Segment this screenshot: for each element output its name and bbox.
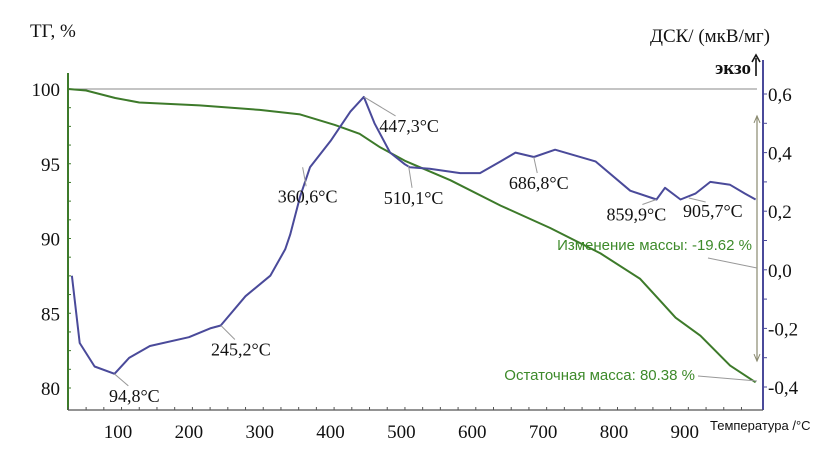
tg-curve bbox=[68, 88, 757, 384]
peak-annotation: 94,8°C bbox=[109, 386, 160, 406]
y-right-tick-label: -0,2 bbox=[768, 319, 798, 340]
y-right-tick-label: 0,6 bbox=[768, 85, 792, 106]
annotation-leader bbox=[302, 167, 307, 187]
y-right-tick-label: 0,0 bbox=[768, 261, 792, 282]
x-tick-label: 600 bbox=[458, 422, 487, 443]
exo-arrow-icon bbox=[751, 53, 761, 76]
peak-annotation: 245,2°C bbox=[211, 339, 271, 359]
residual-mass-label: Остаточная масса: 80.38 % bbox=[504, 367, 695, 384]
annotation-leader bbox=[113, 373, 129, 387]
exo-label: экзо bbox=[715, 58, 751, 79]
peak-annotation: 905,7°C bbox=[683, 201, 743, 221]
x-tick-label: 900 bbox=[671, 422, 700, 443]
y-right-tick-label: -0,4 bbox=[768, 378, 799, 399]
x-tick-label: 200 bbox=[175, 422, 204, 443]
y-left-tick-label: 95 bbox=[41, 155, 60, 176]
x-tick-label: 800 bbox=[600, 422, 629, 443]
y-right-tick-label: 0,2 bbox=[768, 202, 792, 223]
arrow-head-up-icon bbox=[753, 114, 761, 124]
x-tick-label: 700 bbox=[529, 422, 558, 443]
annotation-leader bbox=[533, 156, 538, 174]
annotation-leader bbox=[688, 197, 706, 203]
annotation-leader bbox=[408, 165, 413, 188]
x-tick-label: 500 bbox=[387, 422, 416, 443]
residual-mass-leader bbox=[697, 375, 758, 382]
y-left-tick-label: 90 bbox=[41, 230, 60, 251]
dsc-curve bbox=[70, 95, 757, 375]
x-tick-label: 100 bbox=[104, 422, 133, 443]
y-left-axis-title: ТГ, % bbox=[30, 21, 76, 42]
annotation-leader bbox=[220, 325, 236, 340]
mass-change-leader bbox=[707, 257, 758, 269]
y-left-tick-label: 85 bbox=[41, 304, 60, 325]
y-right-tick-label: 0,4 bbox=[768, 144, 792, 165]
peak-annotation: 447,3°C bbox=[379, 116, 439, 136]
x-axis-title: Температура /°C bbox=[710, 418, 811, 433]
y-left-tick-label: 80 bbox=[41, 379, 60, 400]
peak-annotation: 510,1°C bbox=[384, 188, 444, 208]
annotation-leader bbox=[642, 199, 657, 205]
y-left-tick-label: 100 bbox=[32, 80, 61, 101]
y-right-axis-title: ДСК/ (мкВ/мг) bbox=[650, 26, 770, 47]
peak-annotation: 686,8°C bbox=[509, 173, 569, 193]
annotation-leader bbox=[363, 96, 396, 117]
mass-change-label: Изменение массы: -19.62 % bbox=[557, 237, 752, 254]
x-tick-label: 300 bbox=[245, 422, 274, 443]
arrow-head-down-icon bbox=[753, 353, 761, 363]
peak-annotation: 859,9°C bbox=[607, 204, 667, 224]
x-tick-label: 400 bbox=[316, 422, 345, 443]
peak-annotation: 360,6°C bbox=[278, 186, 338, 206]
